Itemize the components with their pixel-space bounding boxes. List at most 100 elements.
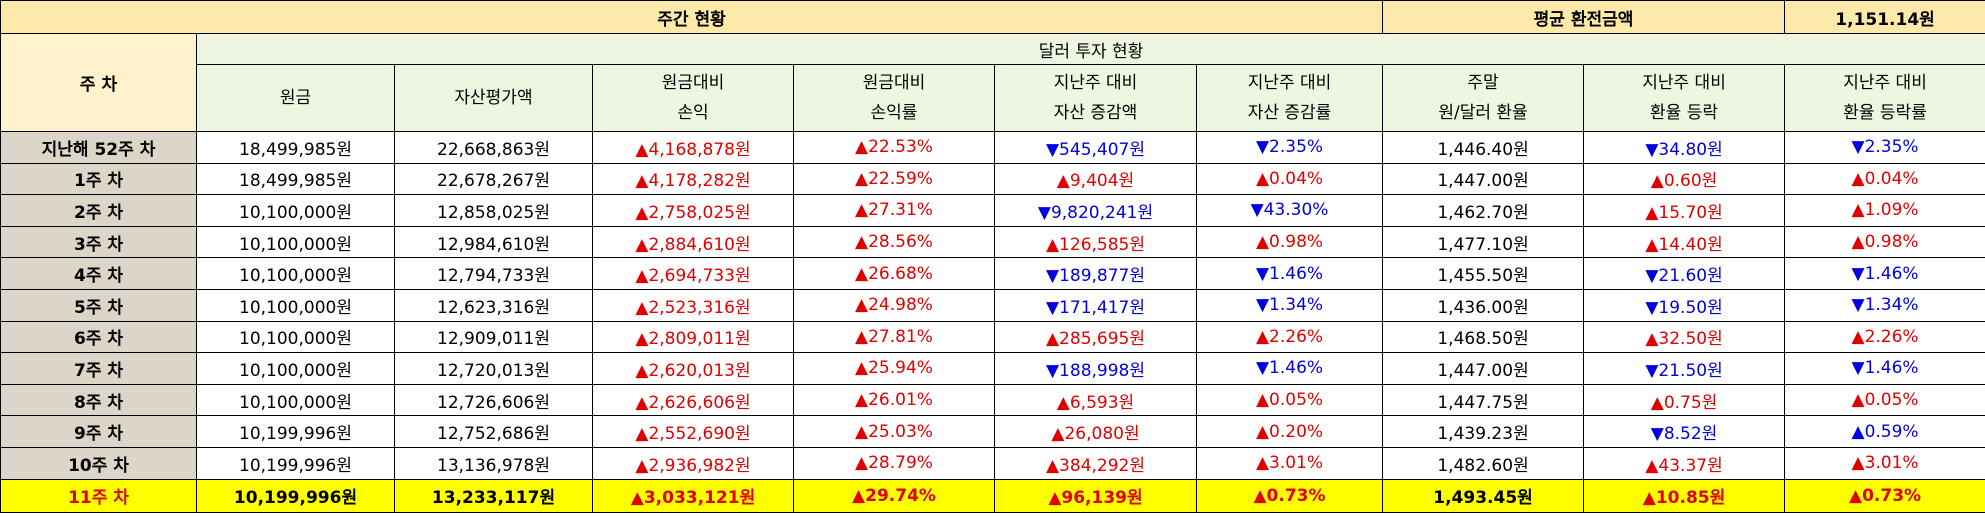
cell-asset-change-rate: ▲0.05% [1195, 383, 1384, 417]
col-header-principal: 원금 [196, 64, 395, 132]
table-row: 지난해 52주 차 18,499,985원 22,668,863원 ▲4,168,87… [0, 131, 1985, 164]
cell-asset-value: 12,752,686원 [394, 415, 593, 448]
col-header-asset-change: 지난주 대비 자산 증감액 [994, 64, 1197, 132]
cell-principal-pl-rate: ▲27.31% [793, 194, 995, 227]
cell-principal-pl-rate: ▲22.53% [793, 131, 995, 164]
week-cell: 지난해 52주 차 [0, 131, 197, 164]
cell-fx-change-rate: ▼1.46% [1784, 257, 1985, 290]
week-cell: 2주 차 [0, 194, 197, 227]
col-header-line: 원/달러 환율 [1438, 103, 1528, 123]
table-row: 8주 차 10,100,000원 12,726,606원 ▲2,626,606원 ▲26… [0, 383, 1985, 417]
cell-principal-pl-rate: ▲25.03% [793, 415, 995, 448]
cell-principal-pl-rate: ▲28.79% [793, 446, 995, 480]
cell-asset-change-rate: ▲0.98% [1195, 225, 1384, 259]
cell-asset-change: ▲285,695원 [994, 320, 1197, 354]
cell-fx-change-rate: ▲0.59% [1784, 415, 1985, 448]
table-row: 1주 차 18,499,985원 22,678,267원 ▲4,178,282원 ▲22… [0, 162, 1985, 196]
cell-asset-change-rate: ▲0.04% [1195, 162, 1384, 196]
cell-principal: 10,199,996원 [196, 478, 395, 513]
dollar-status-title: 달러 투자 현황 [195, 33, 1985, 65]
cell-principal: 10,100,000원 [196, 352, 395, 385]
cell-fx-change-rate: ▲2.26% [1784, 320, 1985, 354]
cell-principal: 10,199,996원 [196, 446, 395, 480]
cell-asset-change: ▲6,593원 [994, 383, 1197, 417]
cell-asset-change-rate: ▼1.46% [1195, 257, 1384, 290]
cell-asset-change-rate: ▼1.34% [1195, 288, 1384, 322]
cell-weekend-fx-rate: 1,446.40원 [1382, 131, 1585, 164]
cell-weekend-fx-rate: 1,455.50원 [1382, 257, 1585, 290]
table-row: 5주 차 10,100,000원 12,623,316원 ▲2,523,316원 ▲24… [0, 288, 1985, 322]
cell-asset-change: ▼545,407원 [994, 131, 1197, 164]
cell-principal-pl-rate: ▲29.74% [793, 478, 995, 513]
cell-weekend-fx-rate: 1,468.50원 [1382, 320, 1585, 354]
col-header-line: 지난주 대비 [1642, 73, 1726, 93]
cell-fx-change-rate: ▲3.01% [1784, 446, 1985, 480]
cell-asset-change-rate: ▲2.26% [1195, 320, 1384, 354]
cell-principal-pl-rate: ▲24.98% [793, 288, 995, 322]
col-header-line: 원금 [279, 88, 312, 108]
cell-asset-change: ▼171,417원 [994, 288, 1197, 322]
table-row: 6주 차 10,100,000원 12,909,011원 ▲2,809,011원 ▲27… [0, 320, 1985, 354]
col-header-line: 주말 [1467, 73, 1499, 93]
cell-fx-change-rate: ▼2.35% [1784, 131, 1985, 164]
cell-fx-change-rate: ▲1.09% [1784, 194, 1985, 227]
cell-asset-change-rate: ▲0.73% [1195, 478, 1384, 513]
cell-weekend-fx-rate: 1,439.23원 [1382, 415, 1585, 448]
cell-fx-change-rate: ▲0.98% [1784, 225, 1985, 259]
col-header-line: 자산평가액 [454, 88, 533, 108]
cell-fx-change: ▲43.37원 [1583, 446, 1786, 480]
cell-fx-change-rate: ▲0.04% [1784, 162, 1985, 196]
cell-principal: 18,499,985원 [196, 131, 395, 164]
cell-principal-pl: ▲3,033,121원 [592, 478, 794, 513]
week-cell: 11주 차 [0, 478, 197, 513]
cell-principal-pl: ▲2,884,610원 [592, 225, 794, 259]
cell-asset-change-rate: ▼1.46% [1195, 352, 1384, 385]
cell-principal: 18,499,985원 [196, 162, 395, 196]
cell-fx-change: ▼19.50원 [1583, 288, 1786, 322]
cell-asset-change: ▼189,877원 [994, 257, 1197, 290]
col-header-fx-change: 지난주 대비 환율 등락 [1583, 64, 1786, 132]
cell-principal: 10,100,000원 [196, 383, 395, 417]
col-header-asset-value: 자산평가액 [394, 64, 593, 132]
cell-principal: 10,100,000원 [196, 194, 395, 227]
week-cell: 1주 차 [0, 162, 197, 196]
table-row: 9주 차 10,199,996원 12,752,686원 ▲2,552,690원 ▲25… [0, 415, 1985, 448]
table-row: 4주 차 10,100,000원 12,794,733원 ▲2,694,733원 ▲26… [0, 257, 1985, 290]
week-cell: 7주 차 [0, 352, 197, 385]
cell-fx-change: ▼8.52원 [1583, 415, 1786, 448]
table-body: 지난해 52주 차 18,499,985원 22,668,863원 ▲4,168,87… [0, 131, 1985, 513]
table-row: 3주 차 10,100,000원 12,984,610원 ▲2,884,610원 ▲28… [0, 225, 1985, 259]
cell-fx-change: ▼21.60원 [1583, 257, 1786, 290]
col-header-asset-change-rate: 지난주 대비 자산 증감률 [1195, 64, 1384, 132]
cell-principal-pl: ▲4,178,282원 [592, 162, 794, 196]
cell-principal: 10,199,996원 [196, 415, 395, 448]
column-header-row: 원금 자산평가액 원금대비 손익 원금대비 손익률 지난주 대비 자산 증감액 지난주 대비 자산… [0, 64, 1985, 132]
cell-fx-change: ▼21.50원 [1583, 352, 1786, 385]
cell-asset-change-rate: ▲3.01% [1195, 446, 1384, 480]
week-cell: 8주 차 [0, 383, 197, 417]
cell-asset-change-rate: ▼2.35% [1195, 131, 1384, 164]
col-header-principal-pl: 원금대비 손익 [592, 64, 794, 132]
cell-principal-pl: ▲2,620,013원 [592, 352, 794, 385]
col-header-line: 원금대비 [862, 73, 926, 93]
cell-asset-value: 13,136,978원 [394, 446, 593, 480]
cell-fx-change-rate: ▲0.05% [1784, 383, 1985, 417]
cell-principal-pl-rate: ▲27.81% [793, 320, 995, 354]
cell-asset-value: 12,794,733원 [394, 257, 593, 290]
cell-principal-pl: ▲2,523,316원 [592, 288, 794, 322]
title-row: 주간 현황 평균 환전금액 1,151.14원 [0, 0, 1985, 34]
cell-asset-value: 12,984,610원 [394, 225, 593, 259]
cell-asset-value: 12,726,606원 [394, 383, 593, 417]
col-header-line: 지난주 대비 [1053, 73, 1138, 93]
cell-asset-value: 22,678,267원 [394, 162, 593, 196]
cell-weekend-fx-rate: 1,477.10원 [1382, 225, 1585, 259]
cell-asset-value: 12,720,013원 [394, 352, 593, 385]
cell-fx-change: ▲15.70원 [1583, 194, 1786, 227]
cell-weekend-fx-rate: 1,447.00원 [1382, 162, 1585, 196]
cell-asset-change: ▲126,585원 [994, 225, 1197, 259]
cell-principal-pl-rate: ▲26.01% [793, 383, 995, 417]
cell-asset-change: ▲96,139원 [994, 478, 1197, 513]
cell-principal-pl-rate: ▲26.68% [793, 257, 995, 290]
